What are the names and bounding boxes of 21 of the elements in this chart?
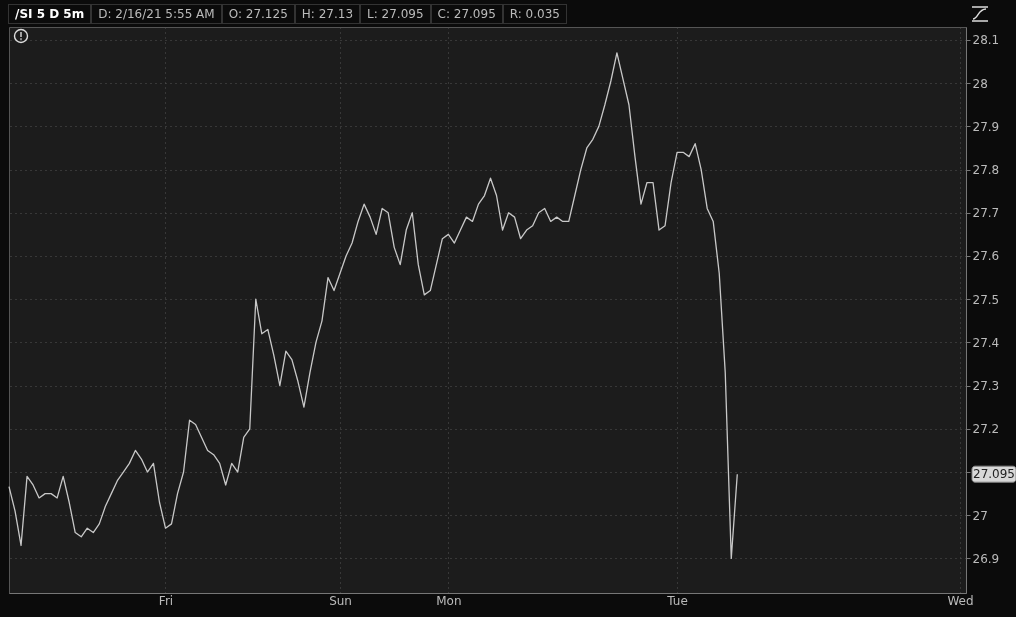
x-tick-label: Mon [436,593,462,608]
chart-subtitle: D: 2/16/21 5:55 AM O: 27.125 H: 27.13 L: 27.095 C: 27.095 R: 0.035 [97,6,561,23]
y-tick-label: 27.8 [972,163,1000,178]
y-tick-label: 27.6 [972,249,1000,264]
y-tick-label: 26.9 [972,551,1000,566]
y-tick-label: 27.3 [972,379,1000,394]
y-tick-label: 27.4 [972,335,1000,350]
x-tick-label: Sun [329,593,352,608]
text: 27.095 [973,467,1015,482]
line-series [8,52,738,560]
y-tick-label: 27.9 [972,119,1000,134]
y-tick-label: 28 [972,76,988,91]
y-tick-label: 27 [972,508,988,523]
y-tick-label: 27.7 [972,206,1000,221]
y-tick-label: 27.5 [972,292,1000,307]
y-tick-label: 28.1 [972,33,1000,48]
x-tick-label: Fri [158,593,174,608]
x-tick-label: Tue [666,593,688,608]
chart-title: /SI 5 D 5m [8,4,92,24]
x-tick-label: Wed [947,593,974,608]
y-tick-label: 27.2 [972,422,1000,437]
